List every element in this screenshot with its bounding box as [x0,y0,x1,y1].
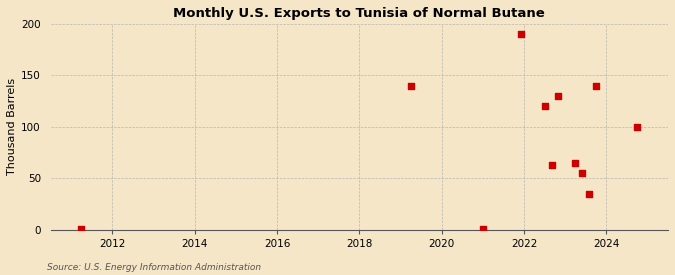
Title: Monthly U.S. Exports to Tunisia of Normal Butane: Monthly U.S. Exports to Tunisia of Norma… [173,7,545,20]
Y-axis label: Thousand Barrels: Thousand Barrels [7,78,17,175]
Point [570,161,580,165]
Text: Source: U.S. Energy Information Administration: Source: U.S. Energy Information Administ… [47,263,261,272]
Point [577,171,588,175]
Point [553,94,564,98]
Point [515,32,526,36]
Point [477,227,488,231]
Point [584,192,595,196]
Point [591,83,601,88]
Point [539,104,550,108]
Point [76,227,87,231]
Point [406,83,416,88]
Point [546,163,557,167]
Point [632,125,643,129]
